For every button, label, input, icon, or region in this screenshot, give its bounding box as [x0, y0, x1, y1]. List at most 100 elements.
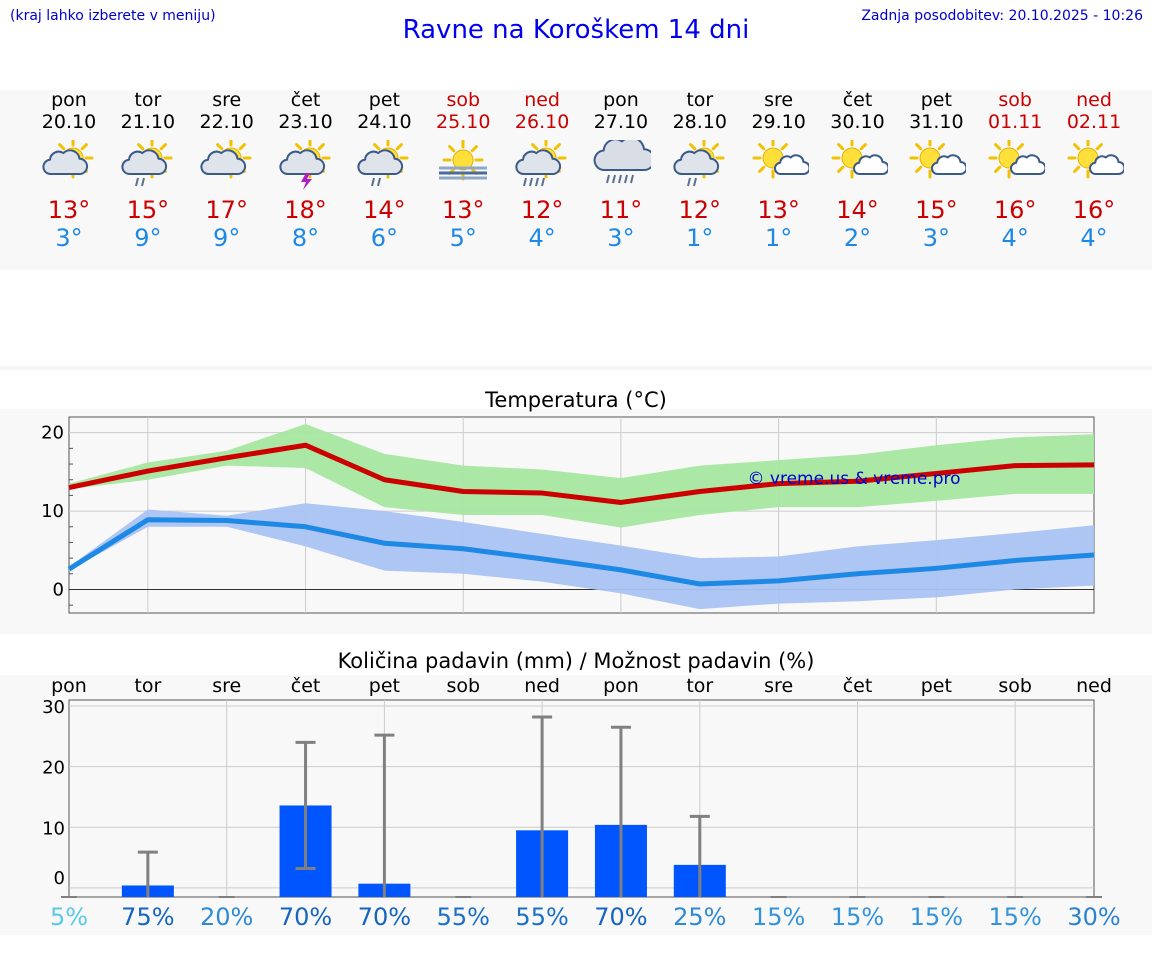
day-date: 30.10 [830, 111, 885, 133]
min-temperature: 3° [922, 224, 950, 252]
min-temperature: 6° [370, 224, 399, 252]
sun-small-cloud-icon [831, 140, 888, 179]
x-category-label: tor [686, 675, 713, 697]
day-column: sre 29.10 13° 1° [739, 90, 819, 252]
max-temperature: 18° [284, 196, 327, 224]
sun-small-cloud-icon [988, 140, 1046, 179]
max-temperature: 16° [993, 196, 1037, 224]
temperature-chart: 0 10 20 © vreme.us & vreme.pro [41, 416, 1095, 614]
day-name: sre [212, 89, 242, 111]
last-updated: Zadnja posodobitev: 20.10.2025 - 10:26 [861, 8, 1143, 24]
min-temperature: 9° [134, 224, 162, 252]
max-temperature: 15° [915, 196, 958, 224]
x-category-label: sob [998, 675, 1032, 697]
precipitation-probability: 75% [121, 903, 175, 931]
min-temperature: 1° [686, 224, 714, 252]
sun-fog-icon [439, 140, 488, 181]
day-name: tor [686, 89, 714, 111]
day-name: pon [51, 89, 87, 111]
max-temperature: 14° [836, 196, 879, 224]
cloud-heavy-rain-icon [593, 140, 651, 184]
day-name: ned [524, 89, 560, 111]
max-temperature: 17° [205, 196, 248, 224]
x-category-label: sob [446, 675, 480, 697]
y-tick-label: 10 [41, 501, 64, 522]
precipitation-probability: 55% [515, 903, 569, 931]
min-temperature: 2° [843, 224, 872, 252]
min-temperature: 5° [449, 224, 477, 252]
day-column: sob 01.11 16° 4° [975, 90, 1055, 252]
y-tick-label: 30 [42, 697, 65, 718]
day-name: pet [920, 89, 952, 111]
x-category-label: čet [843, 675, 873, 697]
precipitation-probability: 5% [49, 903, 89, 931]
max-temperature-band [69, 424, 1094, 528]
day-date: 28.10 [672, 111, 727, 133]
sun-cloud-rain-icon [673, 140, 725, 187]
day-date: 29.10 [751, 111, 806, 133]
min-temperature-line [67, 517, 1095, 587]
precipitation-probability: 70% [594, 903, 648, 931]
day-column: ned 26.10 12° 4° [502, 89, 582, 253]
y-tick-label: 10 [42, 818, 65, 839]
precipitation-probability: 70% [357, 903, 412, 931]
min-temperature: 9° [213, 224, 241, 252]
precipitation-probability: 70% [278, 903, 333, 931]
x-category-label: pon [51, 675, 87, 697]
x-category-label: ned [1076, 675, 1112, 697]
precipitation-probability: 15% [751, 903, 806, 931]
sun-small-cloud-icon [1067, 140, 1125, 179]
sun-cloud-icon [200, 140, 252, 179]
day-date: 20.10 [41, 111, 97, 133]
min-temperature: 4° [1080, 224, 1108, 252]
day-date: 26.10 [514, 111, 570, 133]
day-name: sre [764, 89, 794, 111]
section-divider [0, 366, 1152, 370]
precipitation-probability: 15% [909, 903, 964, 931]
day-date: 21.10 [120, 111, 176, 133]
max-temperature: 14° [363, 196, 406, 224]
y-tick-label: 0 [53, 579, 64, 600]
day-name: pet [368, 89, 400, 111]
sun-cloud-rain-icon [357, 140, 409, 187]
daily-forecast-panel: pon 20.10 13° 3° tor 21.10 15° 9° sre 22.10 17° 9° č… [0, 90, 1152, 270]
day-column: sob 25.10 13° 5° [423, 90, 503, 253]
max-temperature: 12° [678, 196, 722, 224]
precipitation-probability: 55% [436, 903, 490, 931]
day-column: ned 02.11 16° 4° [1054, 90, 1134, 252]
precipitation-probability: 25% [673, 903, 727, 931]
day-date: 27.10 [593, 111, 649, 133]
precipitation-probability: 15% [830, 903, 885, 931]
day-column: tor 28.10 12° 1° [660, 89, 740, 253]
watermark-text: © vreme.us & vreme.pro [747, 469, 960, 489]
day-date: 31.10 [909, 111, 964, 133]
day-date: 25.10 [436, 111, 491, 133]
day-column: čet 30.10 14° 2° [818, 90, 898, 252]
sun-cloud-rain-icon [121, 140, 173, 187]
day-name: čet [290, 89, 321, 111]
x-category-label: pet [369, 675, 400, 697]
max-temperature: 15° [126, 196, 170, 224]
sun-cloud-thunder-icon [278, 140, 331, 190]
max-temperature: 13° [441, 196, 485, 224]
last-updated-value: 20.10.2025 - 10:26 [1008, 8, 1143, 24]
x-category-label: pet [921, 675, 952, 697]
y-tick-label: 20 [41, 423, 64, 444]
sun-small-cloud-icon [752, 140, 809, 179]
day-column: pet 24.10 14° 6° [344, 89, 424, 253]
max-temperature: 13° [757, 196, 800, 224]
max-temperature: 16° [1072, 196, 1116, 224]
day-date: 24.10 [357, 111, 412, 133]
min-temperature: 1° [765, 224, 793, 252]
precipitation-chart-title: Količina padavin (mm) / Možnost padavin … [337, 649, 815, 673]
min-temperature: 8° [291, 224, 320, 252]
precipitation-probability: 30% [1067, 903, 1121, 931]
min-temperature: 3° [607, 224, 635, 252]
y-tick-label: 20 [42, 758, 65, 779]
day-name: ned [1076, 89, 1112, 111]
day-date: 22.10 [199, 111, 254, 133]
x-category-label: čet [291, 675, 321, 697]
sun-cloud-icon [42, 140, 94, 179]
plot-area [68, 699, 1095, 898]
x-category-label: sre [764, 675, 793, 697]
